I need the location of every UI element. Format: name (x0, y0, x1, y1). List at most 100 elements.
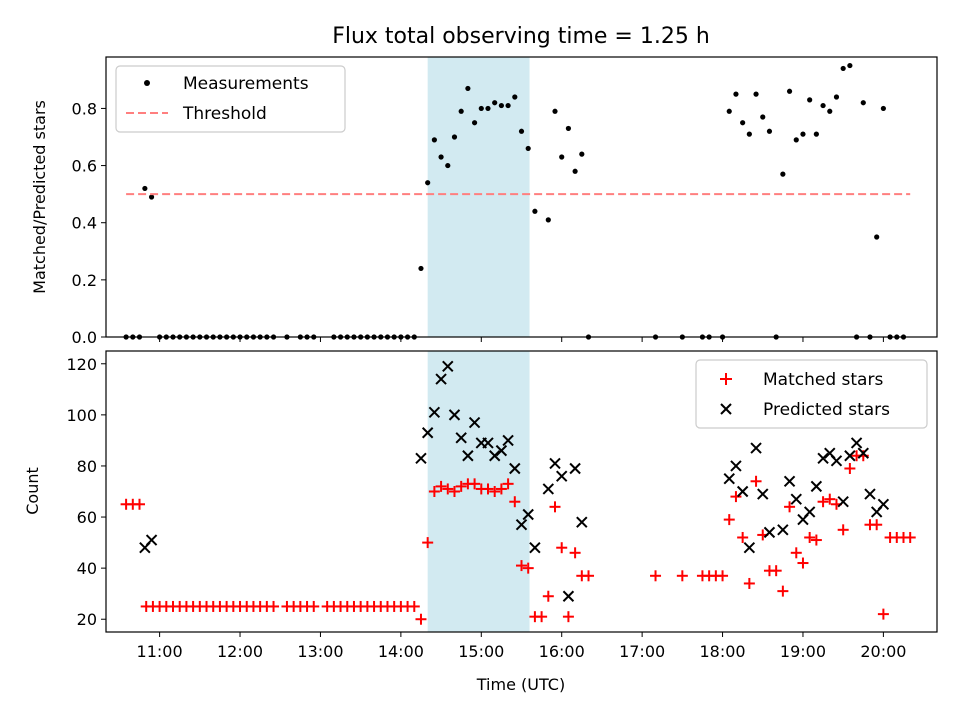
measurement-point (833, 94, 840, 100)
bottom-x-axis-label: Time (UTC) (476, 675, 565, 694)
predicted-star-point (817, 452, 829, 464)
x-tick-label: 19:00 (780, 642, 826, 661)
matched-star-point (583, 570, 595, 582)
matched-star-point (837, 524, 849, 536)
matched-star-point (871, 519, 883, 531)
matched-star-point (549, 501, 561, 513)
matched-star-point (489, 486, 501, 497)
matched-star-point (536, 611, 548, 623)
predicted-star-point (730, 460, 742, 472)
predicted-star-point (502, 434, 514, 447)
predicted-star-point (522, 508, 534, 521)
matched-star-point (268, 600, 280, 612)
matched-star-point (877, 608, 889, 620)
predicted-star-point (777, 524, 789, 536)
measurement-point (740, 120, 746, 126)
predicted-star-point (830, 455, 843, 467)
matched-star-point (784, 501, 796, 513)
measurement-point (807, 97, 813, 103)
measurement-point (142, 185, 148, 192)
measurement-point (532, 208, 538, 214)
predicted-star-point (837, 496, 849, 508)
x-tick-label: 12:00 (217, 642, 263, 661)
measurement-point (525, 145, 531, 152)
top-y-tick-label: 0.4 (72, 214, 97, 233)
predicted-star-point (435, 373, 447, 385)
measurement-point (860, 100, 866, 106)
matched-star-point (723, 514, 735, 526)
matched-star-point (804, 531, 816, 543)
measurement-point (559, 154, 565, 160)
measurement-point (572, 168, 578, 174)
measurement-point (733, 91, 739, 97)
matched-star-point (562, 611, 574, 623)
predicted-star-point (857, 447, 869, 459)
measurement-point (498, 102, 504, 109)
matched-star-point (516, 560, 527, 572)
predicted-star-point (783, 475, 796, 487)
measurement-point (552, 108, 558, 114)
predicted-star-point (482, 437, 494, 449)
matched-star-point (522, 562, 534, 574)
bottom-y-axis-label: Count (23, 467, 42, 515)
bottom-y-ticks: 20 40 60 80 100 120 (66, 355, 106, 629)
predicted-star-point (448, 409, 461, 421)
x-tick-label: 20:00 (860, 642, 906, 661)
legend-measurements-marker (144, 80, 150, 86)
predicted-star-point (576, 516, 588, 528)
measurement-point (793, 137, 799, 143)
measurement-point (820, 102, 826, 109)
matched-star-point (455, 480, 467, 492)
legend-matched-label: Matched stars (763, 370, 883, 390)
measurement-point (847, 62, 853, 69)
x-tick-label: 17:00 (619, 642, 665, 661)
measurement-point (545, 217, 551, 223)
x-tick-label: 14:00 (378, 642, 424, 661)
predicted-star-point (844, 450, 856, 462)
predicted-star-point (428, 406, 441, 419)
top-legend: Measurements Threshold (115, 65, 346, 133)
measurement-point (746, 131, 752, 137)
measurement-point (579, 151, 585, 157)
matched-star-point (469, 478, 481, 490)
bottom-x-ticks: 11:00 12:00 13:00 14:00 15:00 16:00 17:00 18:00… (137, 632, 906, 661)
matched-star-point (509, 496, 521, 508)
matched-star-point (542, 590, 554, 602)
legend-matched-marker (720, 373, 732, 385)
top-y-tick-label: 0.0 (72, 328, 97, 347)
bottom-panel: 11:00 12:00 13:00 14:00 15:00 16:00 17:00 18:00… (23, 350, 938, 694)
bottom-marks-layer (120, 360, 916, 625)
measurement-point (478, 105, 484, 112)
top-x-ticks (159, 337, 884, 342)
bottom-y-tick-label: 80 (77, 457, 97, 476)
legend-measurements-label: Measurements (183, 74, 309, 94)
predicted-star-point (509, 462, 521, 475)
matched-star-point (844, 463, 856, 475)
predicted-star-point (442, 360, 454, 373)
matched-star-point (448, 486, 460, 497)
predicted-star-point (542, 483, 555, 495)
matched-star-point (817, 496, 829, 508)
top-axes-frame (105, 56, 938, 338)
matched-star-point (308, 600, 320, 612)
predicted-star-point (462, 450, 474, 462)
matched-star-point (750, 475, 762, 487)
measurement-point (827, 108, 833, 114)
predicted-star-point (569, 462, 581, 475)
bottom-y-tick-label: 20 (77, 610, 97, 629)
x-tick-label: 15:00 (458, 642, 504, 661)
x-tick-label: 11:00 (137, 642, 183, 661)
top-y-tick-label: 0.2 (72, 271, 97, 290)
predicted-star-point (488, 450, 501, 462)
matched-star-point (650, 570, 662, 582)
measurement-point (800, 131, 806, 137)
measurement-point (148, 194, 155, 200)
predicted-star-point (850, 437, 863, 449)
measurement-point (465, 85, 471, 92)
top-legend-box (115, 65, 346, 133)
top-panel: 0.00.20.40.60.8 Matched/Predicted stars … (30, 56, 938, 347)
predicted-star-point (723, 473, 735, 485)
predicted-star-point (495, 444, 508, 457)
measurement-point (766, 128, 773, 134)
legend-threshold-label: Threshold (182, 104, 267, 124)
